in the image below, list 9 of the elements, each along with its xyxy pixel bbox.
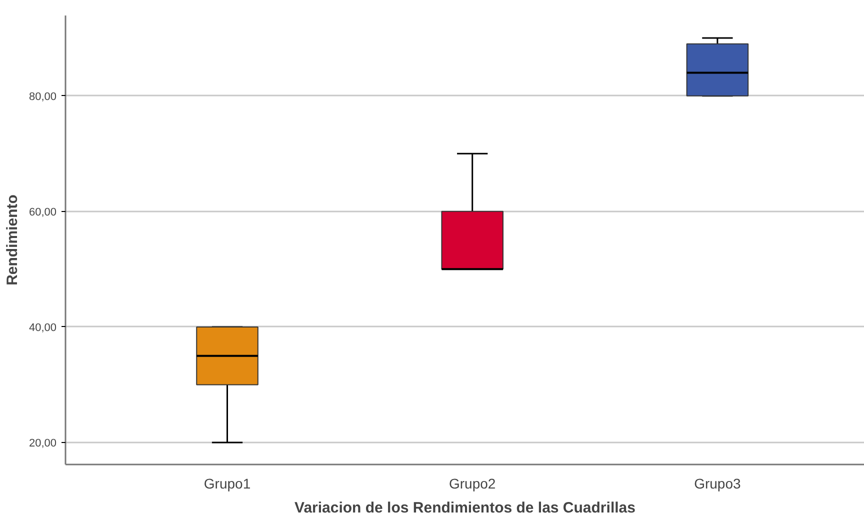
x-tick-label: Grupo1 — [204, 476, 251, 492]
y-tick-label: 40,00 — [28, 322, 57, 334]
y-tick-label: 60,00 — [28, 206, 57, 218]
x-tick-label: Grupo2 — [449, 476, 496, 492]
x-axis-title: Variacion de los Rendimientos de las Cuadrillas — [294, 500, 636, 516]
y-tick-label: 20,00 — [28, 438, 57, 450]
x-tick-label: Grupo3 — [694, 476, 742, 492]
y-axis-title: Rendimiento — [4, 194, 21, 286]
y-tick-label: 80,00 — [28, 90, 57, 103]
